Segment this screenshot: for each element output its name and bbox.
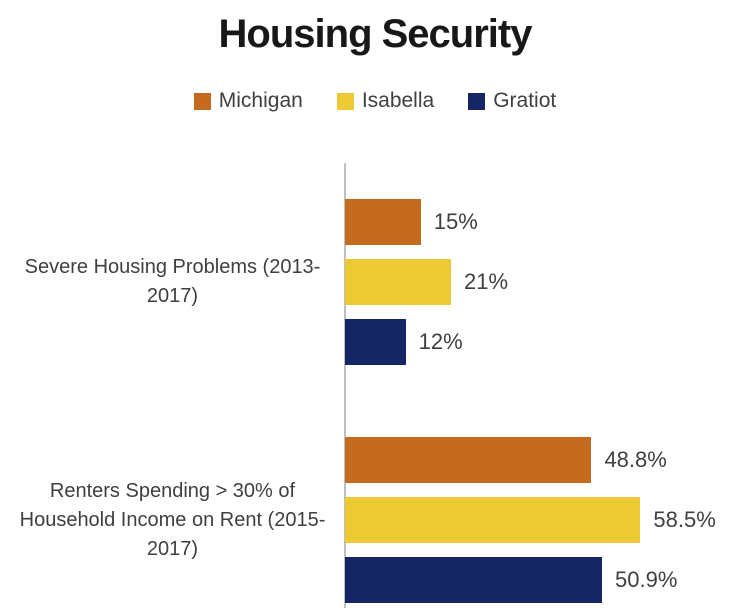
plot-area: Severe Housing Problems (2013-2017) 15% 21… (0, 163, 750, 608)
bar-row-gratiot: 12% (345, 319, 750, 365)
bar-michigan (345, 437, 592, 483)
legend-swatch-gratiot (468, 92, 486, 110)
bars-group-2: 48.8% 58.5% 50.9% (345, 437, 750, 603)
legend-swatch-isabella (336, 92, 354, 110)
legend-swatch-michigan (193, 92, 211, 110)
legend-item-isabella: Isabella (336, 89, 435, 113)
category-label-1: Severe Housing Problems (2013-2017) (24, 256, 321, 307)
bar-row-gratiot: 50.9% (345, 557, 750, 603)
legend-label-michigan: Michigan (218, 89, 303, 112)
legend: Michigan Isabella Gratiot (0, 89, 750, 113)
value-label-michigan: 15% (433, 209, 478, 234)
bar-row-isabella: 21% (345, 259, 750, 305)
bar-groups: Severe Housing Problems (2013-2017) 15% 21… (0, 163, 750, 603)
category-label-2: Renters Spending > 30% of Household Inco… (19, 479, 326, 560)
value-label-gratiot: 50.9% (615, 567, 678, 592)
bar-gratiot (345, 557, 603, 603)
legend-label-isabella: Isabella (361, 89, 435, 112)
value-label-gratiot: 12% (418, 329, 463, 354)
bar-michigan (345, 199, 421, 245)
value-label-isabella: 21% (464, 269, 509, 294)
legend-item-gratiot: Gratiot (468, 89, 556, 113)
value-label-michigan: 48.8% (604, 447, 667, 472)
bar-gratiot (345, 319, 406, 365)
bars-group-1: 15% 21% 12% (345, 199, 750, 365)
chart-title: Housing Security (218, 12, 533, 56)
bar-isabella (345, 497, 641, 543)
bar-group-2: Renters Spending > 30% of Household Inco… (0, 437, 750, 603)
bar-row-michigan: 15% (345, 199, 750, 245)
bar-isabella (345, 259, 452, 305)
y-axis-line (344, 163, 346, 608)
bar-row-michigan: 48.8% (345, 437, 750, 483)
bar-row-isabella: 58.5% (345, 497, 750, 543)
legend-label-gratiot: Gratiot (493, 89, 557, 112)
legend-item-michigan: Michigan (193, 89, 303, 113)
bar-group-1: Severe Housing Problems (2013-2017) 15% 21… (0, 199, 750, 365)
value-label-isabella: 58.5% (653, 507, 716, 532)
